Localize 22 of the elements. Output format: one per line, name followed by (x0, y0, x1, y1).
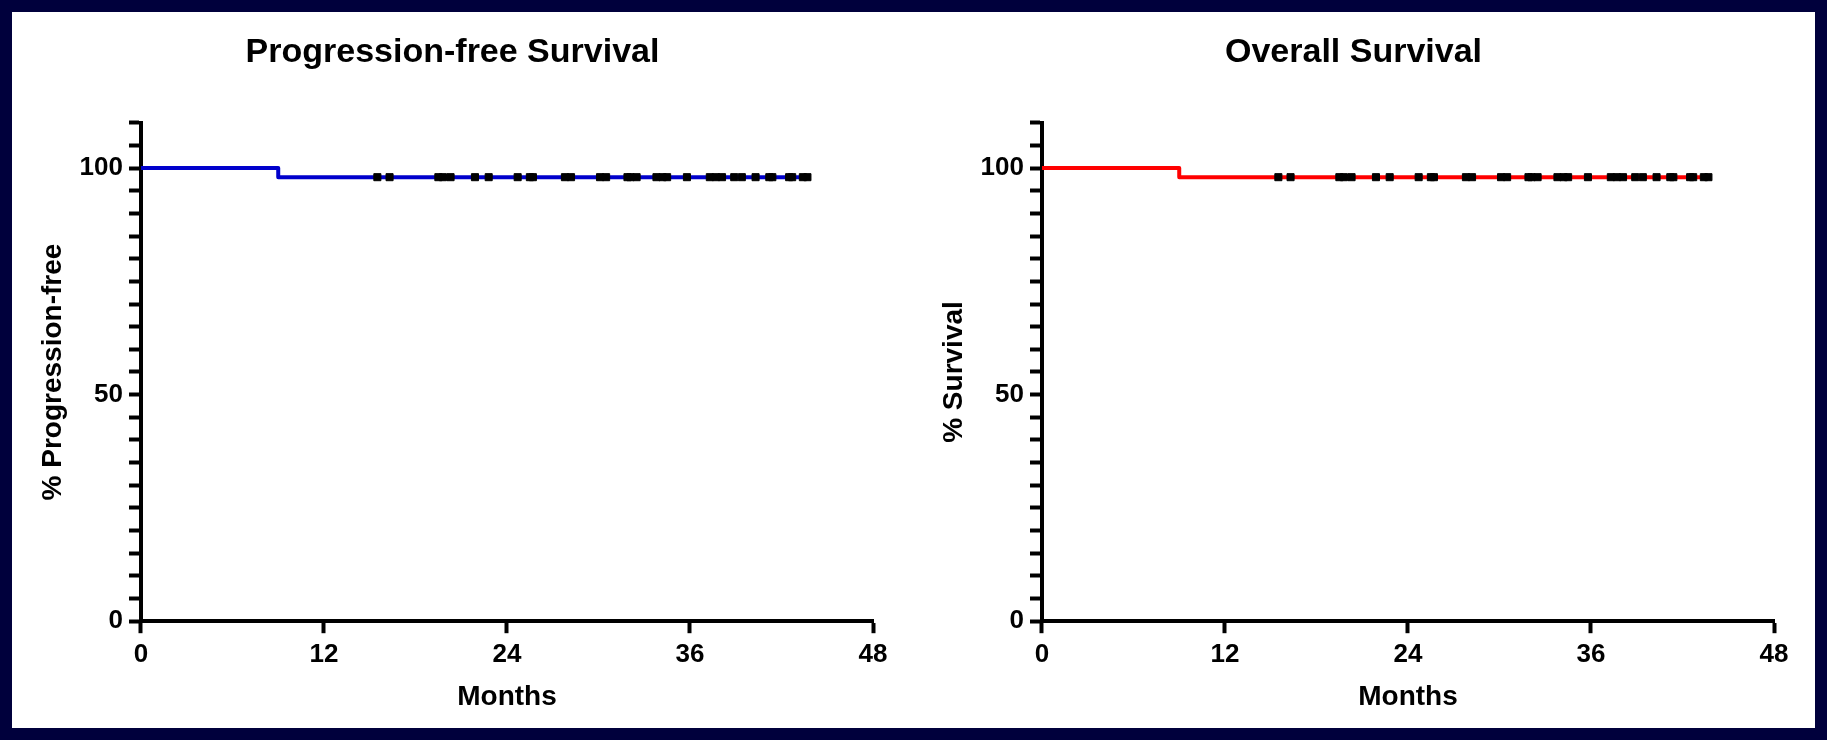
x-tick-label: 24 (1393, 637, 1423, 668)
y-axis-title: % Survival (936, 301, 968, 443)
x-axis-title: Months (1358, 679, 1458, 711)
x-tick-label: 48 (858, 637, 888, 668)
x-tick-label: 36 (1576, 637, 1606, 668)
x-tick-label: 0 (133, 637, 149, 668)
x-tick-label: 12 (309, 637, 339, 668)
y-tick-label: 0 (1009, 604, 1024, 635)
x-axis-title: Months (457, 679, 557, 711)
x-tick-label: 48 (1759, 637, 1789, 668)
y-tick-label: 50 (94, 377, 123, 408)
y-tick-label: 100 (980, 151, 1024, 182)
y-tick-label: 0 (108, 604, 123, 635)
x-tick-label: 12 (1210, 637, 1240, 668)
y-tick-label: 100 (79, 151, 123, 182)
x-tick-label: 24 (492, 637, 522, 668)
x-tick-label: 0 (1034, 637, 1050, 668)
y-tick-label: 50 (995, 377, 1024, 408)
chart-title: Progression-free Survival (245, 30, 660, 69)
chart-title: Overall Survival (1224, 30, 1483, 69)
y-axis-title: % Progression-free (35, 243, 67, 501)
x-tick-label: 36 (675, 637, 705, 668)
